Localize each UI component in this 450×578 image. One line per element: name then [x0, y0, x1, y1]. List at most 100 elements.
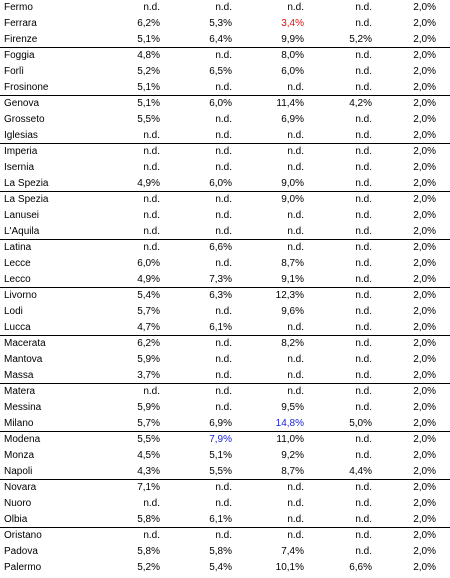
- value-cell-3: 9,2%: [281, 450, 304, 461]
- city-cell: Lanusei: [4, 210, 40, 221]
- value-cell-2: 6,4%: [209, 34, 232, 45]
- value-cell-2: 7,9%: [209, 434, 232, 445]
- value-cell-3: 11,0%: [276, 434, 304, 445]
- value-cell-3: 6,0%: [281, 66, 304, 77]
- city-cell: La Spezia: [4, 178, 49, 189]
- value-cell-4: n.d.: [355, 386, 372, 397]
- value-cell-3: 7,4%: [281, 546, 304, 557]
- value-cell-1: 5,1%: [137, 34, 160, 45]
- value-cell-2: n.d.: [215, 402, 232, 413]
- table-row: Nuoro n.d. n.d. n.d. n.d. 2,0%: [0, 496, 450, 512]
- value-cell-2: 6,1%: [209, 514, 232, 525]
- value-cell-2: n.d.: [215, 82, 232, 93]
- value-cell-3: n.d.: [287, 370, 304, 381]
- value-cell-2: 6,0%: [209, 98, 232, 109]
- value-cell-1: n.d.: [143, 194, 160, 205]
- table-row: Macerata 6,2% n.d. 8,2% n.d. 2,0%: [0, 336, 450, 352]
- city-cell: Mantova: [4, 354, 43, 365]
- value-cell-2: n.d.: [215, 50, 232, 61]
- city-cell: Latina: [4, 242, 32, 253]
- value-cell-2: n.d.: [215, 2, 232, 13]
- table-row: L'Aquila n.d. n.d. n.d. n.d. 2,0%: [0, 224, 450, 240]
- value-cell-5: 2,0%: [413, 290, 436, 301]
- value-cell-4: n.d.: [355, 274, 372, 285]
- table-row: Frosinone 5,1% n.d. n.d. n.d. 2,0%: [0, 80, 450, 96]
- value-cell-4: n.d.: [355, 354, 372, 365]
- value-cell-5: 2,0%: [413, 274, 436, 285]
- city-cell: Macerata: [4, 338, 46, 349]
- value-cell-3: n.d.: [287, 354, 304, 365]
- value-cell-5: 2,0%: [413, 402, 436, 413]
- value-cell-4: n.d.: [355, 546, 372, 557]
- value-cell-1: 6,0%: [137, 258, 160, 269]
- value-cell-5: 2,0%: [413, 194, 436, 205]
- value-cell-4: n.d.: [355, 530, 372, 541]
- value-cell-4: n.d.: [355, 322, 372, 333]
- value-cell-1: 5,9%: [137, 402, 160, 413]
- value-cell-5: 2,0%: [413, 482, 436, 493]
- value-cell-3: 11,4%: [276, 98, 304, 109]
- value-cell-5: 2,0%: [413, 434, 436, 445]
- value-cell-3: 9,6%: [281, 306, 304, 317]
- value-cell-1: 5,2%: [137, 66, 160, 77]
- value-cell-3: n.d.: [287, 210, 304, 221]
- value-cell-5: 2,0%: [413, 546, 436, 557]
- value-cell-5: 2,0%: [413, 98, 436, 109]
- table-row: Palermo 5,2% 5,4% 10,1% 6,6% 2,0%: [0, 560, 450, 576]
- value-cell-3: 10,1%: [275, 562, 304, 573]
- value-cell-5: 2,0%: [413, 2, 436, 13]
- value-cell-3: 9,1%: [281, 274, 304, 285]
- city-cell: Iglesias: [4, 130, 38, 141]
- value-cell-3: n.d.: [287, 82, 304, 93]
- table-row: Foggia 4,8% n.d. 8,0% n.d. 2,0%: [0, 48, 450, 64]
- value-cell-3: 9,5%: [281, 402, 304, 413]
- value-cell-2: n.d.: [215, 370, 232, 381]
- table-row: La Spezia n.d. n.d. 9,0% n.d. 2,0%: [0, 192, 450, 208]
- table-row: Padova 5,8% 5,8% 7,4% n.d. 2,0%: [0, 544, 450, 560]
- value-cell-3: 14,8%: [275, 418, 304, 429]
- value-cell-5: 2,0%: [413, 466, 436, 477]
- value-cell-1: n.d.: [143, 146, 160, 157]
- value-cell-5: 2,0%: [413, 498, 436, 509]
- value-cell-3: 6,9%: [281, 114, 304, 125]
- city-cell: Firenze: [4, 34, 38, 45]
- value-cell-2: 6,0%: [209, 178, 232, 189]
- value-cell-4: 5,0%: [349, 418, 372, 429]
- value-cell-4: n.d.: [355, 482, 372, 493]
- value-cell-1: 4,8%: [137, 50, 160, 61]
- table-row: Lecco 4,9% 7,3% 9,1% n.d. 2,0%: [0, 272, 450, 288]
- table-row: Genova 5,1% 6,0% 11,4% 4,2% 2,0%: [0, 96, 450, 112]
- table-row: Mantova 5,9% n.d. n.d. n.d. 2,0%: [0, 352, 450, 368]
- value-cell-1: n.d.: [143, 386, 160, 397]
- value-cell-5: 2,0%: [413, 82, 436, 93]
- value-cell-1: 4,7%: [137, 322, 160, 333]
- value-cell-5: 2,0%: [413, 354, 436, 365]
- value-cell-2: n.d.: [215, 210, 232, 221]
- table-row: Novara 7,1% n.d. n.d. n.d. 2,0%: [0, 480, 450, 496]
- value-cell-5: 2,0%: [413, 50, 436, 61]
- value-cell-1: 5,2%: [137, 562, 160, 573]
- value-cell-4: 4,4%: [349, 466, 372, 477]
- city-cell: Foggia: [4, 50, 35, 61]
- value-cell-5: 2,0%: [413, 562, 436, 573]
- value-cell-2: n.d.: [215, 338, 232, 349]
- value-cell-4: n.d.: [355, 226, 372, 237]
- value-cell-2: 5,1%: [209, 450, 232, 461]
- value-cell-1: 5,1%: [137, 98, 160, 109]
- value-cell-1: 5,7%: [137, 418, 160, 429]
- city-cell: Lecco: [4, 274, 31, 285]
- value-cell-2: n.d.: [215, 306, 232, 317]
- value-cell-2: 6,1%: [209, 322, 232, 333]
- table-row: La Spezia 4,9% 6,0% 9,0% n.d. 2,0%: [0, 176, 450, 192]
- table-row: Forlì 5,2% 6,5% 6,0% n.d. 2,0%: [0, 64, 450, 80]
- value-cell-3: n.d.: [287, 498, 304, 509]
- table-row: Modena 5,5% 7,9% 11,0% n.d. 2,0%: [0, 432, 450, 448]
- value-cell-2: 5,8%: [209, 546, 232, 557]
- value-cell-1: 5,4%: [137, 290, 160, 301]
- value-cell-5: 2,0%: [413, 210, 436, 221]
- table-row: Latina n.d. 6,6% n.d. n.d. 2,0%: [0, 240, 450, 256]
- table-row: Matera n.d. n.d. n.d. n.d. 2,0%: [0, 384, 450, 400]
- value-cell-3: 8,7%: [281, 258, 304, 269]
- value-cell-1: 4,5%: [137, 450, 160, 461]
- value-cell-4: n.d.: [355, 290, 372, 301]
